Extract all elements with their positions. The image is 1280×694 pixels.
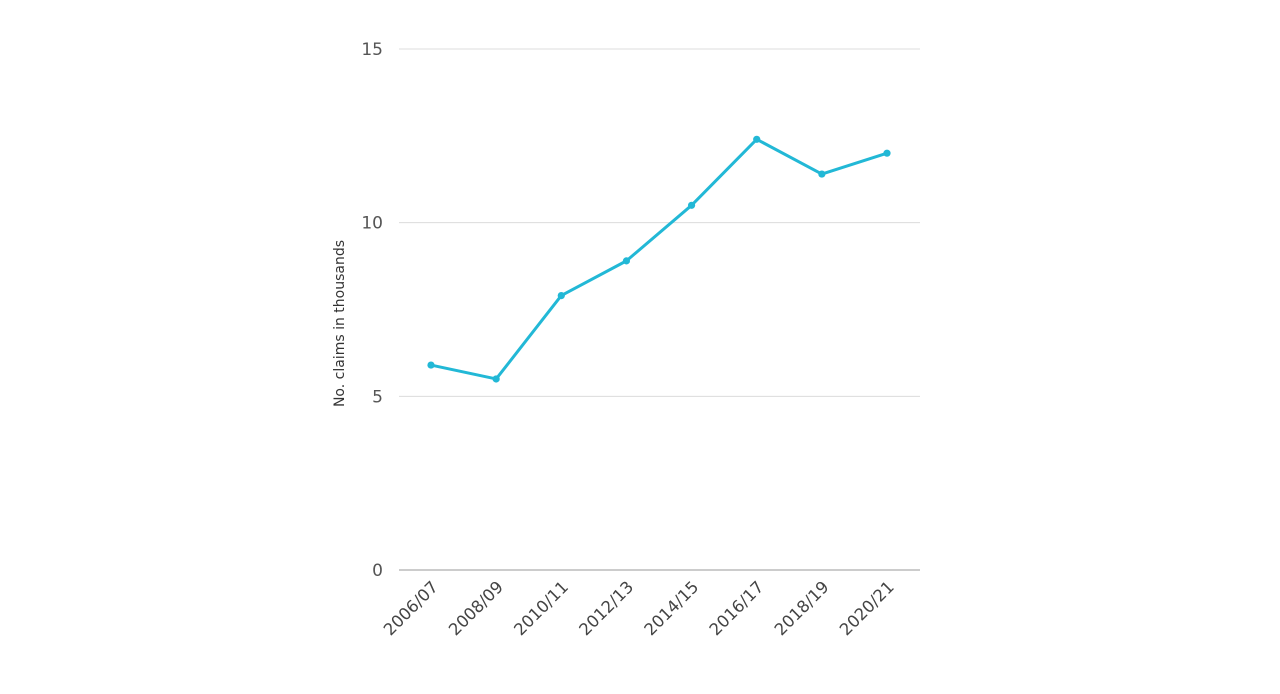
- y-axis-title: No. claims in thousands: [332, 240, 348, 407]
- y-tick-label: 5: [372, 387, 383, 407]
- data-point: [622, 257, 631, 265]
- x-tick-label: 2006/07: [380, 577, 442, 639]
- y-tick-label: 15: [361, 40, 383, 60]
- series-layer: [427, 135, 891, 383]
- data-point: [492, 375, 500, 383]
- y-tick-label: 0: [372, 561, 383, 581]
- x-tick-label: 2008/09: [445, 577, 507, 639]
- x-axis-tick-labels: 2006/07 2008/09 2010/11 2012/13 2014/15 2016/…: [380, 577, 898, 639]
- y-axis-tick-labels: 0 5 10 15: [361, 40, 383, 581]
- grid-lines: [399, 48, 920, 397]
- x-tick-label: 2010/11: [510, 577, 572, 639]
- x-tick-label: 2016/17: [706, 577, 768, 639]
- data-point: [557, 292, 565, 300]
- data-point: [753, 135, 761, 143]
- data-point: [818, 170, 826, 178]
- data-point: [427, 361, 435, 369]
- data-point: [883, 149, 891, 157]
- x-tick-label: 2014/15: [640, 577, 702, 639]
- x-tick-label: 2020/21: [836, 577, 898, 639]
- data-point: [687, 201, 696, 209]
- x-tick-label: 2018/19: [771, 577, 833, 639]
- y-tick-label: 10: [361, 214, 383, 234]
- series-line-0: [429, 137, 889, 381]
- x-tick-label: 2012/13: [575, 577, 637, 639]
